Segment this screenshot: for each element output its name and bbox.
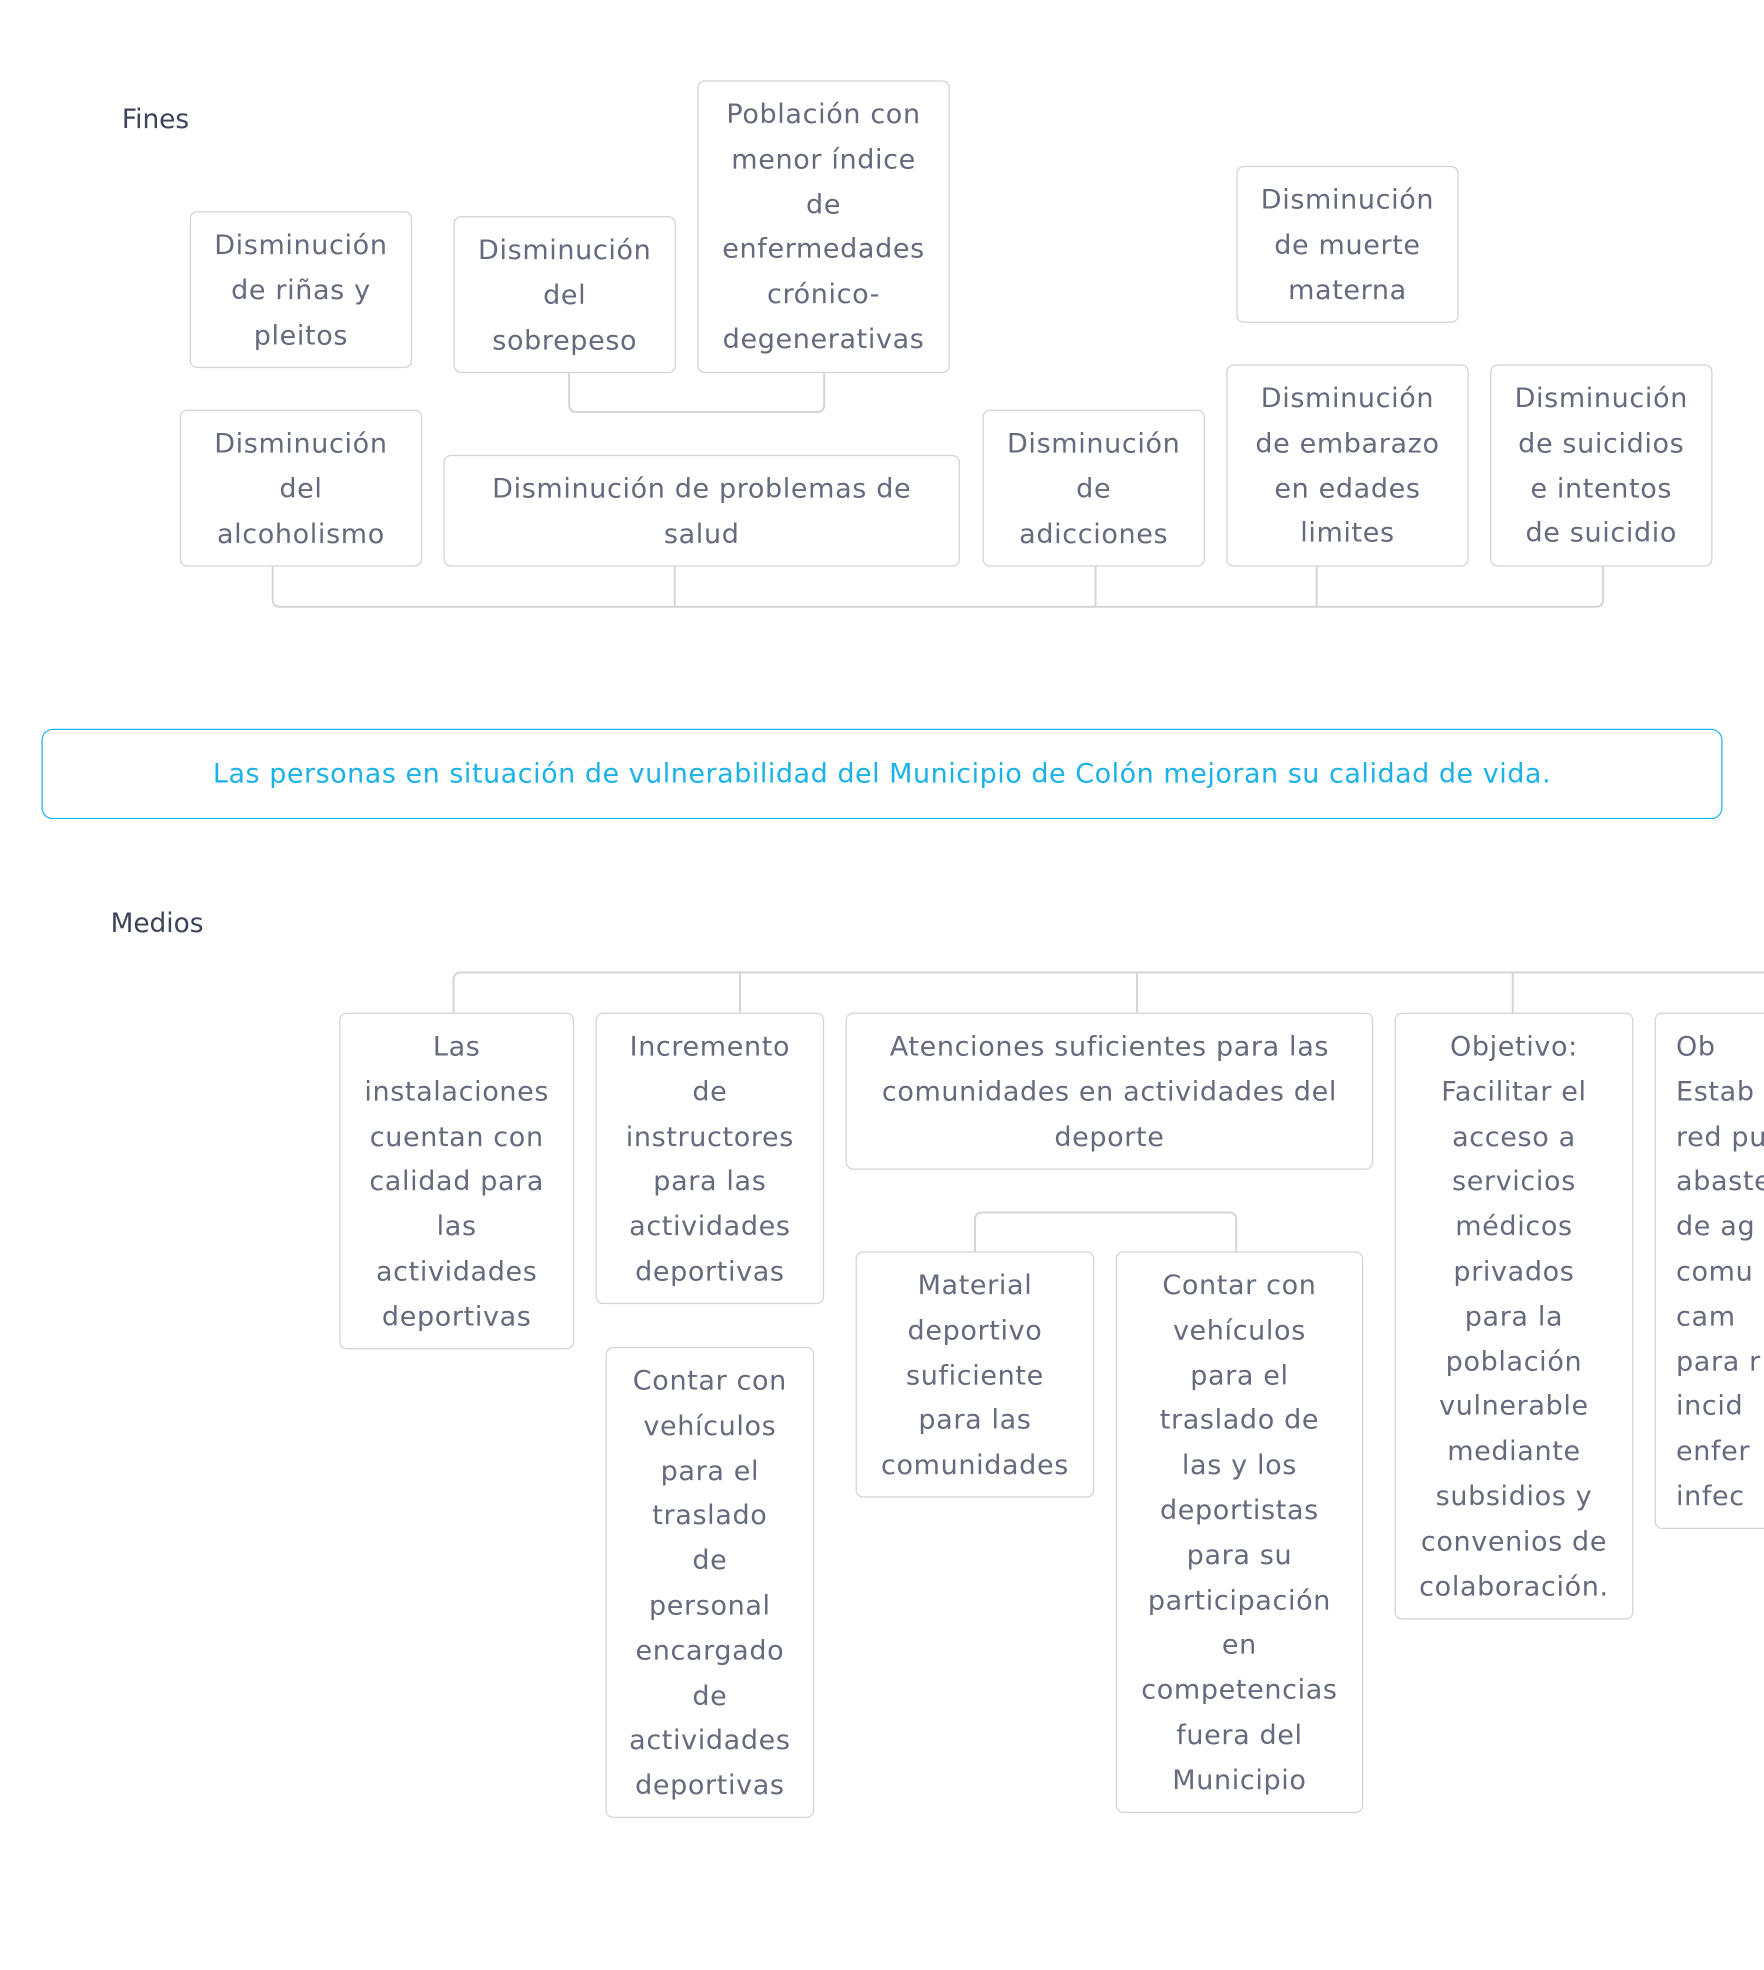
medios-label: Medios — [110, 908, 204, 939]
node-suicidios[interactable]: Disminución de suicidios e intentos de s… — [1490, 364, 1713, 567]
node-vehiculos-deportistas[interactable]: Contar con vehículos para el traslado de… — [1115, 1251, 1364, 1813]
node-sobrepeso[interactable]: Disminución del sobrepeso — [453, 216, 676, 374]
fines-label: Fines — [121, 104, 190, 135]
node-embarazo[interactable]: Disminución de embarazo en edades limite… — [1226, 364, 1469, 567]
node-problemas-salud[interactable]: Disminución de problemas de salud — [443, 454, 960, 567]
central-objective-text: Las personas en situación de vulnerabili… — [212, 758, 1552, 790]
connector-fines-group — [271, 566, 1605, 608]
node-vehiculos-personal[interactable]: Contar con vehículos para el traslado de… — [605, 1346, 815, 1819]
node-enfermedades-cronicas[interactable]: Población con menor índice de enfermedad… — [697, 80, 950, 374]
node-material-deportivo[interactable]: Material deportivo suficiente para las c… — [855, 1251, 1095, 1498]
node-alcoholismo[interactable]: Disminución del alcoholismo — [179, 409, 423, 567]
node-adicciones[interactable]: Disminución de adicciones — [982, 409, 1205, 567]
node-objetivo-medicos[interactable]: Objetivo: Facilitar el acceso a servicio… — [1394, 1012, 1634, 1620]
connector-salud-group — [568, 373, 826, 414]
central-objective[interactable]: Las personas en situación de vulnerabili… — [41, 728, 1723, 820]
connector-medios-group — [452, 971, 1764, 1013]
node-instructores[interactable]: Incremento de instructores para las acti… — [595, 1012, 825, 1305]
connector-atenciones-group — [974, 1211, 1238, 1252]
node-rinas[interactable]: Disminución de riñas y pleitos — [189, 211, 413, 369]
node-atenciones[interactable]: Atenciones suficientes para las comunida… — [845, 1012, 1374, 1170]
node-objetivo-agua[interactable]: Ob Estab red pu abaste de ag comu cam pa… — [1654, 1012, 1764, 1530]
node-instalaciones[interactable]: Las instalaciones cuentan con calidad pa… — [339, 1012, 575, 1350]
node-muerte-materna[interactable]: Disminución de muerte materna — [1236, 165, 1459, 323]
